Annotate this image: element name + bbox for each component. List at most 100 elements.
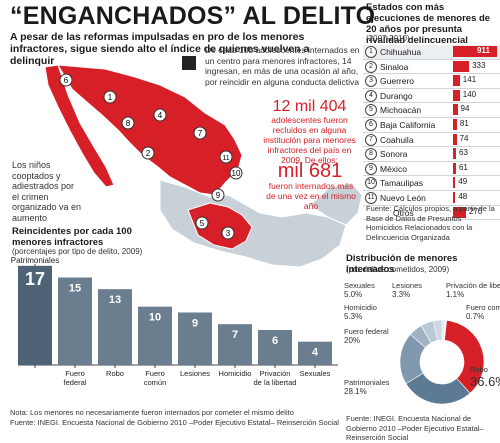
map-marker-label: 10 bbox=[232, 169, 241, 178]
ranking-rank: 3 bbox=[365, 75, 377, 88]
donut-value-label: 36.6% bbox=[470, 374, 500, 389]
map-center-region bbox=[159, 179, 347, 268]
x-tick-label: Privación bbox=[260, 369, 291, 378]
ranking-value: 81 bbox=[459, 118, 469, 128]
x-tick-label: Robo bbox=[106, 369, 124, 378]
x-tick-label: común bbox=[144, 378, 167, 387]
ranking-bar bbox=[453, 162, 456, 174]
ranking-rank: 11 bbox=[365, 191, 377, 204]
ranking-subtitle: (2007-2010) bbox=[366, 34, 410, 43]
ranking-bar bbox=[453, 104, 458, 116]
bar bbox=[298, 341, 332, 365]
ranking-bar bbox=[453, 118, 457, 130]
distribution-title: Distribución de menores internados bbox=[346, 253, 458, 275]
ranking-state: Baja California bbox=[380, 119, 436, 130]
ranking-rank: 4 bbox=[365, 89, 377, 102]
ranking-source: Fuente: Cálculos propios, a partir de la… bbox=[366, 204, 495, 242]
donut-label: Fuero común bbox=[466, 303, 500, 312]
donut-value-label: 1.1% bbox=[446, 290, 464, 299]
x-tick-label: Sexuales bbox=[300, 369, 331, 378]
page-title: “ENGANCHADOS” AL DELITO bbox=[10, 2, 376, 30]
ranking-value: 333 bbox=[472, 60, 486, 70]
donut-label: Robo bbox=[470, 365, 488, 374]
donut-value-label: 0.7% bbox=[466, 312, 484, 321]
page-subtitle: A pesar de las reformas impulsadas en pr… bbox=[10, 31, 310, 67]
ranking-state: Durango bbox=[380, 90, 413, 101]
ranking-row: 7 Coahuila 74 bbox=[363, 133, 500, 148]
map-baja-peninsula bbox=[44, 64, 115, 188]
ranking-rank: 6 bbox=[365, 118, 377, 131]
donut-value-label: 5.3% bbox=[344, 312, 362, 321]
x-tick-label: de la libertad bbox=[254, 378, 297, 387]
recidivism-chart-title: Reincidentes por cada 100 menores infrac… bbox=[12, 226, 132, 248]
map-marker-label: 2 bbox=[146, 149, 151, 158]
ranking-rank: 5 bbox=[365, 104, 377, 117]
ranking-state: Coahuila bbox=[380, 134, 414, 145]
map-marker-label: 6 bbox=[64, 76, 69, 85]
bar bbox=[138, 306, 172, 365]
donut-value-label: 28.1% bbox=[344, 387, 367, 396]
map-state-markers: 1 2 3 4 5 6 7 8 9 10 11 bbox=[59, 73, 243, 240]
mexico-map: 1 2 3 4 5 6 7 8 9 10 11 bbox=[44, 64, 363, 268]
bar bbox=[218, 324, 252, 365]
map-marker-label: 11 bbox=[222, 155, 229, 162]
donut-value-label: 3.3% bbox=[392, 290, 410, 299]
ranking-value: 140 bbox=[462, 89, 477, 99]
ranking-row: 4 Durango 140 bbox=[363, 89, 500, 104]
bar bbox=[178, 312, 212, 365]
map-marker-label: 7 bbox=[198, 129, 203, 138]
bar-value-label: 10 bbox=[149, 312, 161, 324]
x-tick-label: Homicidio bbox=[219, 369, 252, 378]
recidivism-chart-subtitle: (porcentajes por tipo de delito, 2009) bbox=[12, 247, 143, 256]
bar bbox=[258, 330, 292, 365]
ranking-value: 48 bbox=[458, 191, 468, 201]
ranking-row: 2 Sinaloa 333 bbox=[363, 60, 500, 75]
ranking-row: Otros 270 bbox=[363, 206, 500, 221]
ranking-state: Sinaloa bbox=[380, 61, 409, 72]
ranking-row: 5 Michoacán 94 bbox=[363, 103, 500, 118]
ranking-state: Tamaulipas bbox=[380, 178, 423, 189]
ranking-rank: 1 bbox=[365, 46, 377, 58]
ranking-value: 61 bbox=[458, 162, 468, 172]
map-yucatan bbox=[309, 182, 363, 226]
ranking-state: México bbox=[380, 163, 407, 174]
ranking-bar bbox=[453, 89, 460, 101]
ranking-bar bbox=[453, 60, 470, 72]
ranking-state: Nuevo León bbox=[380, 192, 426, 203]
main-stat: 12 mil 404 bbox=[272, 98, 347, 115]
bar-value-label: 15 bbox=[69, 283, 81, 295]
bar bbox=[18, 265, 52, 365]
bar-value-label: 6 bbox=[272, 335, 278, 347]
left-note: Los niños cooptados y adiestrados por el… bbox=[12, 160, 82, 223]
ranking-state: Sonora bbox=[380, 149, 408, 160]
x-tick-label: Patrimoniales bbox=[11, 256, 59, 265]
ranking-value: 74 bbox=[459, 133, 469, 143]
chart-note: Nota: Los menores no necesariamente fuer… bbox=[10, 408, 294, 417]
bar bbox=[58, 277, 92, 365]
donut-label: Patrimoniales bbox=[344, 378, 390, 387]
ranking-row: 1 Chihuahua 911 bbox=[363, 45, 500, 60]
distribution-source: Fuente: INEGI. Encuesta Nacional de Gobi… bbox=[346, 414, 484, 442]
x-tick-label: Lesiones bbox=[180, 369, 210, 378]
ranking-state: Chihuahua bbox=[380, 47, 422, 57]
bar bbox=[98, 289, 132, 365]
ranking-row: 10 Tamaulipas 49 bbox=[363, 176, 500, 191]
donut-value-label: 20% bbox=[344, 336, 360, 345]
map-marker-label: 3 bbox=[226, 229, 231, 238]
runner-text: De cada 100 adolescentes internados en u… bbox=[205, 45, 360, 87]
x-tick-label: federal bbox=[64, 378, 87, 387]
ranking-row: 11 Nuevo León 48 bbox=[363, 191, 500, 206]
ranking-rank: 7 bbox=[365, 133, 377, 146]
donut-slice bbox=[444, 319, 485, 394]
ranking-value: 270 bbox=[469, 206, 483, 216]
ranking-bar bbox=[453, 206, 467, 218]
map-marker-label: 9 bbox=[216, 191, 221, 200]
ranking-row: 9 México 61 bbox=[363, 162, 500, 177]
second-stat-desc: fueron internados más de una vez en el m… bbox=[266, 181, 356, 211]
donut-label: Homicidio bbox=[344, 303, 377, 312]
ranking-row: 8 Sonora 63 bbox=[363, 147, 500, 162]
ranking-bar bbox=[453, 46, 497, 57]
ranking-value: 63 bbox=[459, 148, 468, 158]
bar-value-label: 9 bbox=[192, 318, 198, 330]
